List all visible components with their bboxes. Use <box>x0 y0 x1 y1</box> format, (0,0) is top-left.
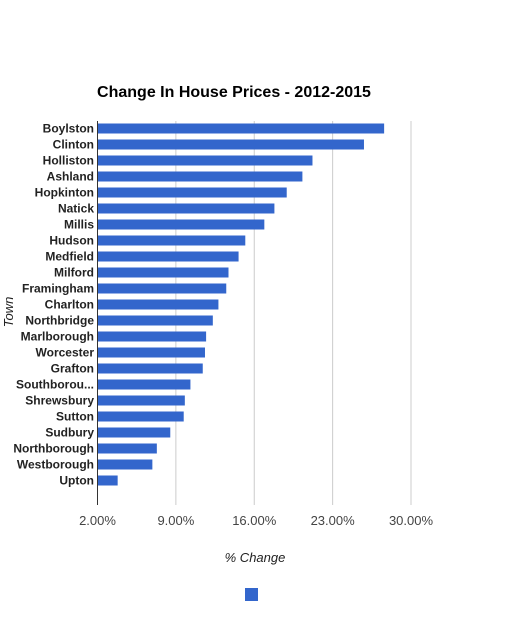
bar[interactable] <box>97 475 118 486</box>
bar[interactable] <box>97 395 185 406</box>
category-label: Natick <box>58 202 94 216</box>
x-axis-title: % Change <box>225 550 286 565</box>
category-label: Upton <box>59 474 94 488</box>
category-labels: Boylston Clinton Holliston Ashland Hopkinton… <box>13 122 94 488</box>
bar[interactable] <box>97 459 153 470</box>
category-label: Marlborough <box>21 330 94 344</box>
category-label: Northborough <box>13 442 94 456</box>
bar[interactable] <box>97 139 364 150</box>
bar[interactable] <box>97 251 239 262</box>
bar[interactable] <box>97 203 275 214</box>
bar[interactable] <box>97 363 203 374</box>
y-axis-title: Town <box>1 297 16 328</box>
bar[interactable] <box>97 267 229 278</box>
bar[interactable] <box>97 443 157 454</box>
bar[interactable] <box>97 235 246 246</box>
category-label: Milford <box>54 266 94 280</box>
category-label: Sutton <box>56 410 94 424</box>
category-label: Southborou... <box>16 378 94 392</box>
bar[interactable] <box>97 427 171 438</box>
chart-title: Change In House Prices - 2012-2015 <box>97 84 371 101</box>
gridlines <box>175 121 412 505</box>
category-label: Millis <box>64 218 94 232</box>
x-tick-label: 23.00% <box>311 513 356 528</box>
bar[interactable] <box>97 299 219 310</box>
x-tick-label: 9.00% <box>157 513 194 528</box>
category-label: Framingham <box>22 282 94 296</box>
category-label: Northbridge <box>25 314 94 328</box>
category-label: Clinton <box>53 138 94 152</box>
bar[interactable] <box>97 331 207 342</box>
category-label: Hopkinton <box>35 186 94 200</box>
bar[interactable] <box>97 411 184 422</box>
category-label: Ashland <box>47 170 94 184</box>
category-label: Westborough <box>17 458 94 472</box>
bar[interactable] <box>97 283 227 294</box>
bar[interactable] <box>97 315 213 326</box>
bar[interactable] <box>97 379 191 390</box>
bar[interactable] <box>97 123 385 134</box>
bar[interactable] <box>97 347 205 358</box>
x-tick-label: 2.00% <box>79 513 116 528</box>
category-label: Shrewsbury <box>25 394 94 408</box>
category-label: Sudbury <box>45 426 94 440</box>
x-tick-label: 30.00% <box>389 513 434 528</box>
category-label: Hudson <box>49 234 94 248</box>
x-tick-label: 16.00% <box>232 513 277 528</box>
category-label: Charlton <box>45 298 94 312</box>
bar[interactable] <box>97 219 265 230</box>
category-label: Grafton <box>51 362 94 376</box>
bars <box>97 123 385 486</box>
x-tick-labels: 2.00% 9.00% 16.00% 23.00% 30.00% <box>79 513 433 528</box>
bar[interactable] <box>97 187 287 198</box>
category-label: Medfield <box>45 250 94 264</box>
legend-swatch[interactable] <box>245 588 258 601</box>
bar[interactable] <box>97 171 303 182</box>
bar[interactable] <box>97 155 313 166</box>
category-label: Worcester <box>36 346 95 360</box>
category-label: Boylston <box>43 122 94 136</box>
category-label: Holliston <box>43 154 94 168</box>
